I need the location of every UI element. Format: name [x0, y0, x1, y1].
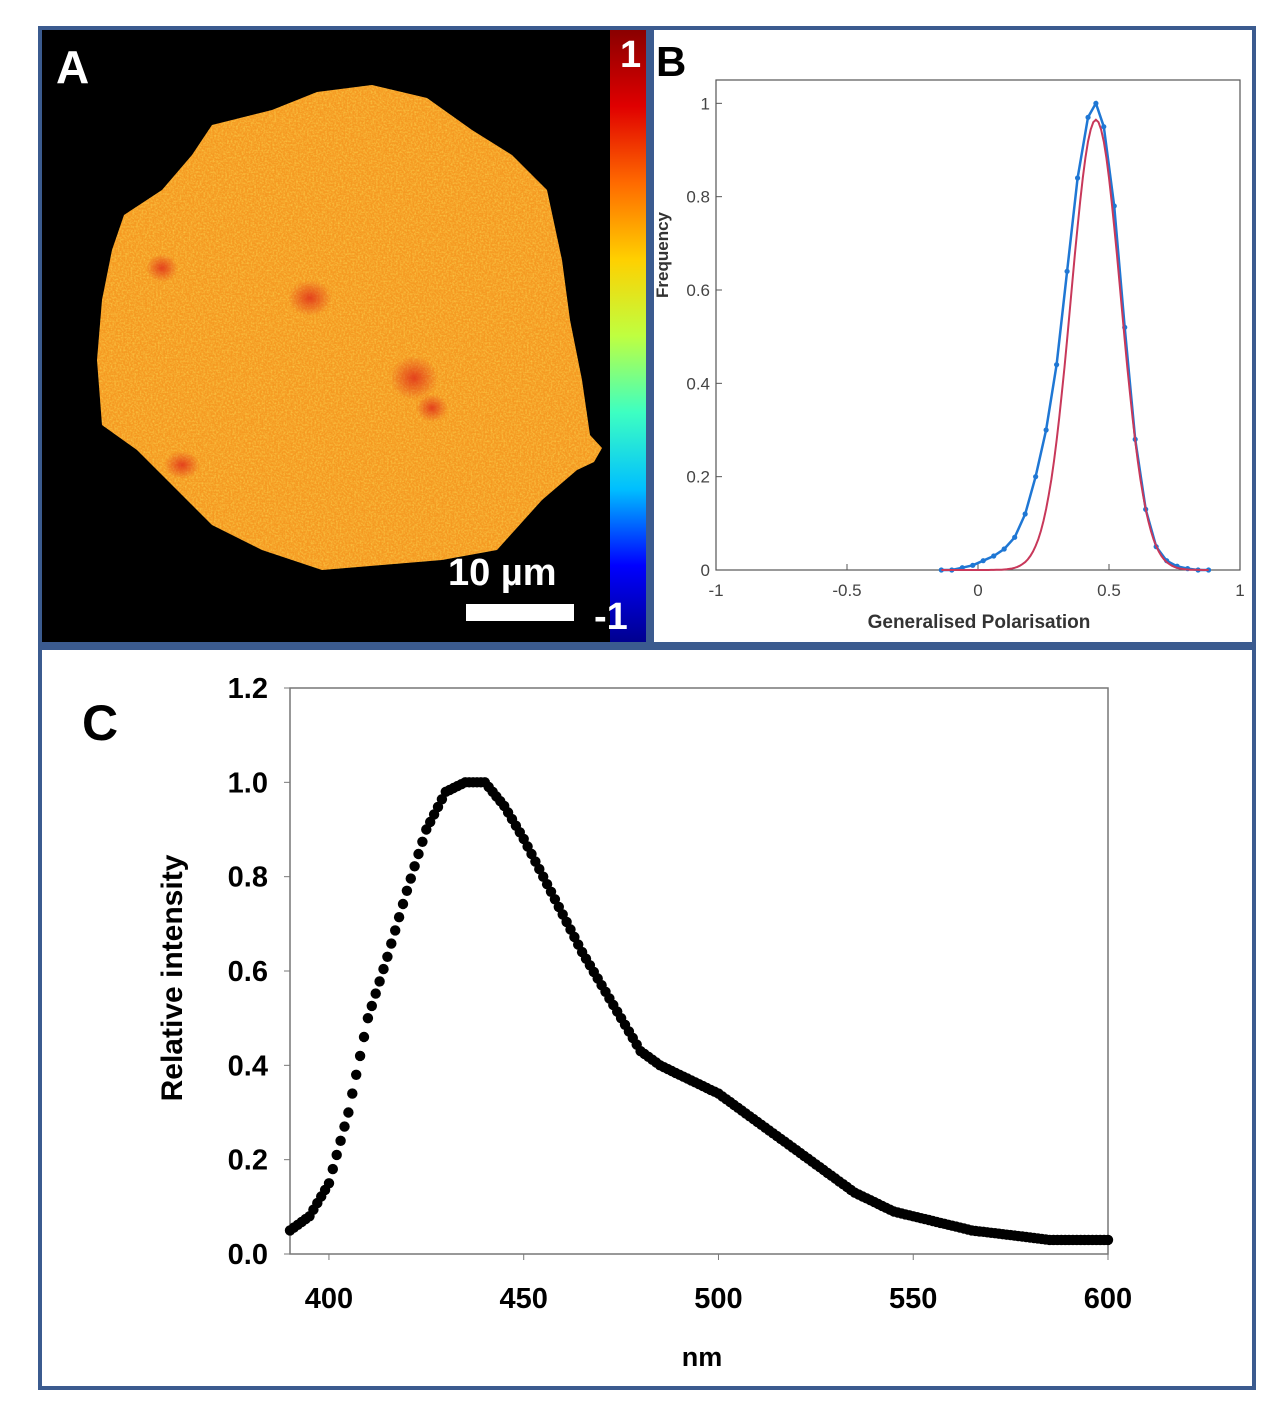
spectrum-point [354, 1050, 366, 1062]
histogram-y-tick-label: 1 [701, 94, 710, 113]
histogram-point [1074, 175, 1081, 181]
histogram-axes [715, 79, 1241, 571]
scale-bar-label: 10 µm [448, 552, 557, 594]
spectrum-x-tick-label: 400 [305, 1283, 353, 1315]
red-domain [146, 254, 178, 282]
spectrum-point [390, 925, 401, 936]
spectrum-point [331, 1149, 342, 1161]
histogram-point [1012, 534, 1018, 540]
histogram-x-tick-label: 0 [973, 581, 982, 600]
spectrum-point [409, 861, 420, 872]
spectrum-point [370, 988, 381, 999]
spectrum-y-tick-label: 0.2 [228, 1145, 268, 1177]
histogram-x-tick-label: -1 [708, 581, 723, 600]
spectrum-point [378, 963, 389, 975]
histogram-point [1022, 511, 1028, 517]
red-domain [390, 356, 438, 400]
histogram-point [1043, 427, 1049, 433]
spectrum-y-axis-label: Relative intensity [156, 854, 189, 1101]
spectrum-point [386, 938, 397, 949]
panel-b-letter: B [656, 38, 687, 85]
histogram-point [980, 558, 986, 564]
histogram-point [1033, 474, 1039, 480]
spectrum-point [358, 1031, 370, 1043]
histogram-point [1101, 124, 1107, 130]
spectrum-x-tick-label: 450 [500, 1283, 548, 1315]
histogram-point [959, 565, 965, 571]
spectrum-point [323, 1178, 335, 1189]
histogram-y-tick-label: 0.2 [686, 468, 710, 487]
spectrum-point [343, 1107, 354, 1118]
panel-c-letter: C [82, 695, 119, 751]
spectrum-point [351, 1069, 362, 1080]
spectrum-point [374, 976, 385, 987]
histogram-x-tick-label: 1 [1235, 581, 1244, 600]
spectrum-point [327, 1163, 338, 1175]
histogram-y-tick-label: 0 [701, 561, 710, 580]
spectrum-point [417, 836, 428, 847]
spectrum-x-tick-label: 500 [694, 1283, 742, 1315]
spectrum-frame [289, 687, 1109, 1255]
red-domain [164, 451, 200, 479]
panel-a-letter: A [56, 41, 90, 93]
histogram-y-tick-label: 0.4 [686, 374, 710, 393]
red-domain [288, 280, 332, 316]
spectrum-axes [289, 687, 1109, 1255]
spectrum-x-tick-label: 550 [889, 1283, 937, 1315]
histogram-point [970, 562, 976, 568]
histogram-point [1093, 100, 1099, 106]
histogram-point [1054, 362, 1060, 368]
spectrum-x-tick-label: 600 [1084, 1283, 1132, 1315]
scale-bar [466, 604, 574, 621]
spectrum-point [347, 1088, 358, 1099]
spectrum-point [397, 898, 409, 910]
histogram-series [938, 100, 1212, 573]
spectrum-point [382, 951, 393, 962]
spectrum-point [362, 1013, 374, 1024]
histogram-point [1085, 114, 1091, 120]
histogram-point [1001, 546, 1007, 552]
spectrum-y-tick-label: 0.8 [228, 862, 268, 894]
spectrum-point [393, 912, 405, 923]
histogram-point [1064, 268, 1070, 274]
histogram-x-axis-label: Generalised Polarisation [868, 612, 1091, 633]
spectrum-series [284, 777, 1114, 1246]
panel-c: 400 450 500 550 600 0.0 0.2 0.4 0.6 0.8 1.0 1.2 nm … [38, 646, 1256, 1390]
spectrum-y-tick-label: 1.2 [228, 673, 268, 705]
spectrum-point [405, 873, 416, 884]
gp-histogram-chart: -1 -0.5 0 0.5 1 0 0.2 0.4 0.6 0.8 1 Generalised Po… [653, 79, 1245, 633]
spectrum-point [366, 1000, 377, 1012]
histogram-ticks: -1 -0.5 0 0.5 1 0 0.2 0.4 0.6 0.8 1 [686, 94, 1244, 600]
spectrum-y-tick-label: 0.6 [228, 956, 268, 988]
panel-b: -1 -0.5 0 0.5 1 0 0.2 0.4 0.6 0.8 1 Generalised Po… [650, 26, 1256, 646]
spectrum-point [1102, 1234, 1114, 1246]
histogram-line [941, 100, 1209, 572]
histogram-y-tick-label: 0.8 [686, 188, 710, 207]
histogram-x-tick-label: 0.5 [1097, 581, 1121, 600]
colorbar [610, 30, 646, 642]
gp-image [97, 30, 646, 642]
panel-a: A 1 -1 10 µm [38, 26, 650, 646]
spectrum-x-axis-label: nm [682, 1342, 723, 1372]
gaussian-fit-line [941, 118, 1209, 571]
spectrum-y-tick-label: 1.0 [228, 767, 268, 799]
histogram-frame [715, 79, 1241, 571]
cell-texture [97, 85, 602, 570]
histogram-y-axis-label: Frequency [654, 211, 672, 298]
histogram-point [991, 553, 997, 559]
spectrum-y-tick-label: 0.0 [228, 1239, 268, 1271]
histogram-y-tick-label: 0.6 [686, 281, 710, 300]
spectrum-point [413, 848, 424, 860]
colorbar-max-label: 1 [620, 34, 642, 76]
spectrum-point [339, 1121, 350, 1132]
colorbar-min-label: -1 [594, 596, 628, 638]
spectrum-point [401, 885, 413, 896]
spectrum-point [335, 1135, 346, 1146]
histogram-x-tick-label: -0.5 [832, 581, 861, 600]
spectrum-ticks: 400 450 500 550 600 0.0 0.2 0.4 0.6 0.8 1.0 1.2 [228, 673, 1133, 1315]
red-domain [416, 394, 448, 422]
spectrum-y-tick-label: 0.4 [228, 1050, 268, 1082]
